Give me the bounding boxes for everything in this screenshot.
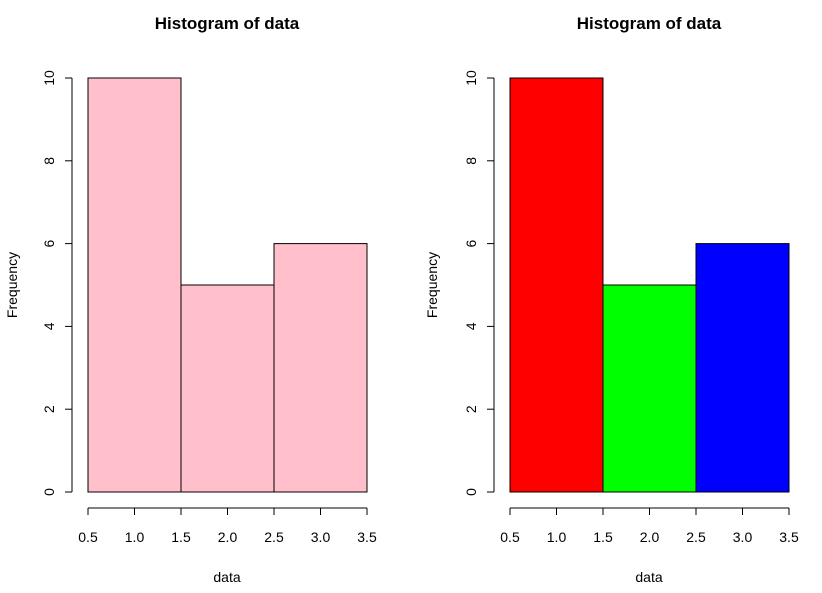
x-tick-label: 3.5 [357,529,377,545]
x-tick-label: 0.5 [78,529,98,545]
x-tick-label: 3.0 [311,529,331,545]
bars [87,77,368,493]
y-tick-label: 6 [463,239,479,247]
y-tick-label: 0 [463,488,479,496]
histogram-bar [509,77,604,493]
histogram-bar [273,243,368,493]
histogram-panel-left: Histogram of data data Frequency 0.5 1.0 1… [4,14,377,585]
y-axis: 0 2 4 6 8 10 [41,70,73,496]
histogram-bar [695,243,790,493]
x-tick-label: 2.5 [264,529,284,545]
chart-title: Histogram of data [577,14,722,33]
y-axis-label: Frequency [424,252,440,318]
y-tick-label: 8 [463,157,479,165]
y-tick-label: 10 [41,70,57,86]
y-axis-label: Frequency [4,252,20,318]
x-axis-label: data [635,569,662,585]
x-axis-label: data [213,569,240,585]
y-axis: 0 2 4 6 8 10 [463,70,495,496]
y-tick-label: 6 [41,239,57,247]
y-tick-label: 10 [463,70,479,86]
histogram-bar [602,284,697,493]
y-tick-label: 0 [41,488,57,496]
y-tick-label: 4 [463,322,479,330]
x-tick-label: 2.0 [640,529,660,545]
x-tick-label: 1.0 [125,529,145,545]
x-tick-label: 0.5 [500,529,520,545]
x-tick-label: 1.0 [547,529,567,545]
histogram-bar [87,77,182,493]
x-tick-label: 1.5 [593,529,613,545]
x-axis: 0.5 1.0 1.5 2.0 2.5 3.0 3.5 [500,507,799,545]
x-axis: 0.5 1.0 1.5 2.0 2.5 3.0 3.5 [78,507,377,545]
x-tick-label: 2.5 [686,529,706,545]
y-tick-label: 4 [41,322,57,330]
chart-title: Histogram of data [155,14,300,33]
x-tick-label: 3.5 [779,529,799,545]
x-tick-label: 1.5 [171,529,191,545]
y-tick-label: 2 [41,405,57,413]
y-tick-label: 8 [41,157,57,165]
x-tick-label: 3.0 [733,529,753,545]
y-tick-label: 2 [463,405,479,413]
histogram-bar [180,284,275,493]
bars [509,77,790,493]
histogram-panel-right: Histogram of data data Frequency 0.5 1.0 1… [424,14,799,585]
x-tick-label: 2.0 [218,529,238,545]
